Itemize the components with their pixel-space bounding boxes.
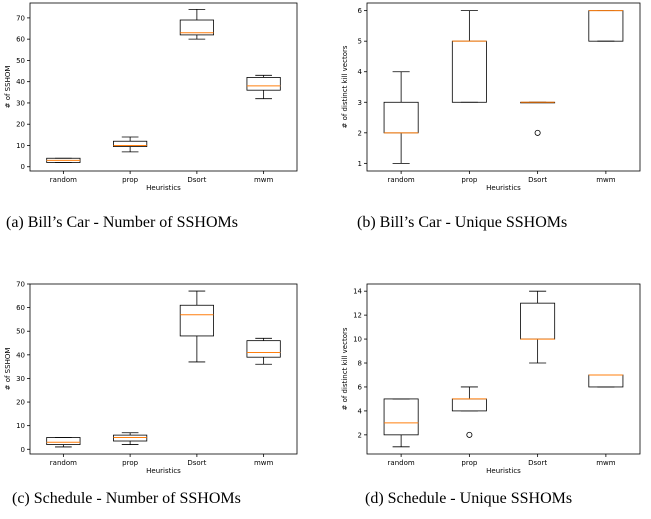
x-tick-label: random (50, 176, 77, 184)
plot-frame (366, 2, 641, 172)
x-tick-label: Dsort (528, 176, 547, 184)
y-tick-label: 30 (16, 375, 25, 383)
box-iqr (383, 398, 419, 436)
x-tick-label: mwm (596, 176, 616, 184)
box-random (46, 157, 81, 163)
box-random (46, 437, 81, 448)
box-random (383, 398, 419, 448)
outlier-point (534, 129, 541, 136)
y-tick-label: 6 (358, 383, 363, 391)
box-iqr (588, 374, 624, 388)
box-iqr (246, 77, 281, 91)
y-tick-label: 0 (21, 446, 25, 454)
box-Dsort (520, 101, 556, 136)
y-tick-label: 50 (16, 328, 25, 336)
box-iqr (588, 10, 624, 42)
box-prop (113, 432, 148, 445)
y-tick-label: 5 (358, 38, 362, 46)
box-prop (451, 10, 487, 103)
box-prop (451, 386, 487, 438)
box-iqr (179, 304, 214, 337)
x-axis-label: Heuristics (146, 184, 181, 192)
y-tick-label: 20 (16, 399, 25, 407)
y-tick-label: 40 (16, 351, 25, 359)
y-tick-label: 12 (353, 312, 362, 320)
box-Dsort (179, 290, 214, 363)
x-axis-label: Heuristics (146, 467, 181, 475)
box-iqr (113, 434, 148, 442)
y-axis-label: # of distinct kill vectors (341, 45, 349, 128)
plot-frame (366, 283, 641, 455)
y-tick-label: 6 (358, 7, 363, 15)
y-tick-label: 10 (353, 336, 362, 344)
chart-3: 2 4 6 8 10 12 14 random prop Dsort mwm Heuristics # … (341, 283, 641, 475)
box-iqr (246, 340, 281, 358)
y-tick-label: 10 (16, 142, 25, 150)
y-tick-label: 1 (358, 160, 362, 168)
y-axis-label: # of distinct kill vectors (341, 327, 349, 410)
x-tick-label: random (388, 176, 415, 184)
box-iqr (46, 437, 81, 445)
y-axis-label: # of SSHOM (4, 348, 12, 391)
x-tick-label: prop (122, 176, 138, 184)
caption-c: (c) Schedule - Number of SSHOMs (12, 490, 241, 507)
box-Dsort (179, 8, 214, 40)
caption-d: (d) Schedule - Unique SSHOMs (365, 490, 573, 507)
y-axis-label: # of SSHOM (4, 66, 12, 109)
y-tick-label: 60 (16, 36, 25, 44)
chart-0: 0 10 20 30 40 50 60 70 random prop Dsort mwm Heurist… (4, 2, 298, 192)
x-tick-label: prop (461, 176, 477, 184)
y-tick-label: 14 (353, 288, 362, 296)
box-iqr (113, 140, 148, 147)
box-random (383, 71, 419, 164)
x-tick-label: Dsort (187, 459, 206, 467)
y-tick-label: 2 (358, 431, 362, 439)
y-tick-label: 40 (16, 78, 25, 86)
box-iqr (520, 302, 556, 340)
x-tick-label: prop (461, 459, 477, 467)
x-tick-label: Dsort (528, 459, 547, 467)
box-iqr (383, 101, 419, 134)
y-tick-label: 10 (16, 422, 25, 430)
x-tick-label: random (50, 459, 77, 467)
y-tick-label: 70 (16, 14, 25, 22)
x-axis-label: Heuristics (486, 184, 521, 192)
y-tick-label: 0 (21, 163, 25, 171)
y-tick-label: 4 (358, 68, 363, 76)
y-tick-label: 50 (16, 57, 25, 65)
box-iqr (179, 19, 214, 36)
x-tick-label: random (388, 459, 415, 467)
box-mwm (588, 10, 624, 42)
y-tick-label: 30 (16, 99, 25, 107)
chart-2: 0 10 20 30 40 50 60 70 random prop Dsort mwm Heurist… (4, 281, 298, 475)
plot-frame (29, 2, 298, 172)
x-tick-label: mwm (254, 176, 274, 184)
plot-frame (29, 283, 298, 455)
caption-a: (a) Bill’s Car - Number of SSHOMs (6, 214, 238, 231)
y-tick-label: 70 (16, 281, 25, 289)
box-prop (113, 136, 148, 153)
y-tick-label: 20 (16, 121, 25, 129)
caption-b: (b) Bill’s Car - Unique SSHOMs (357, 214, 568, 231)
y-tick-label: 4 (358, 407, 363, 415)
x-tick-label: mwm (254, 459, 274, 467)
box-mwm (246, 337, 281, 365)
box-mwm (246, 74, 281, 100)
y-tick-label: 60 (16, 304, 25, 312)
box-iqr (451, 398, 487, 412)
y-tick-label: 2 (358, 129, 362, 137)
box-mwm (588, 374, 624, 388)
box-Dsort (520, 290, 556, 364)
y-tick-label: 8 (358, 360, 362, 368)
x-axis-label: Heuristics (486, 467, 521, 475)
y-tick-label: 3 (358, 99, 362, 107)
x-tick-label: mwm (596, 459, 616, 467)
box-iqr (451, 40, 487, 103)
x-tick-label: Dsort (187, 176, 206, 184)
chart-1: 1 2 3 4 5 6 random prop Dsort mwm Heuristics # of d… (341, 2, 641, 192)
x-tick-label: prop (122, 459, 138, 467)
outlier-point (466, 431, 473, 438)
